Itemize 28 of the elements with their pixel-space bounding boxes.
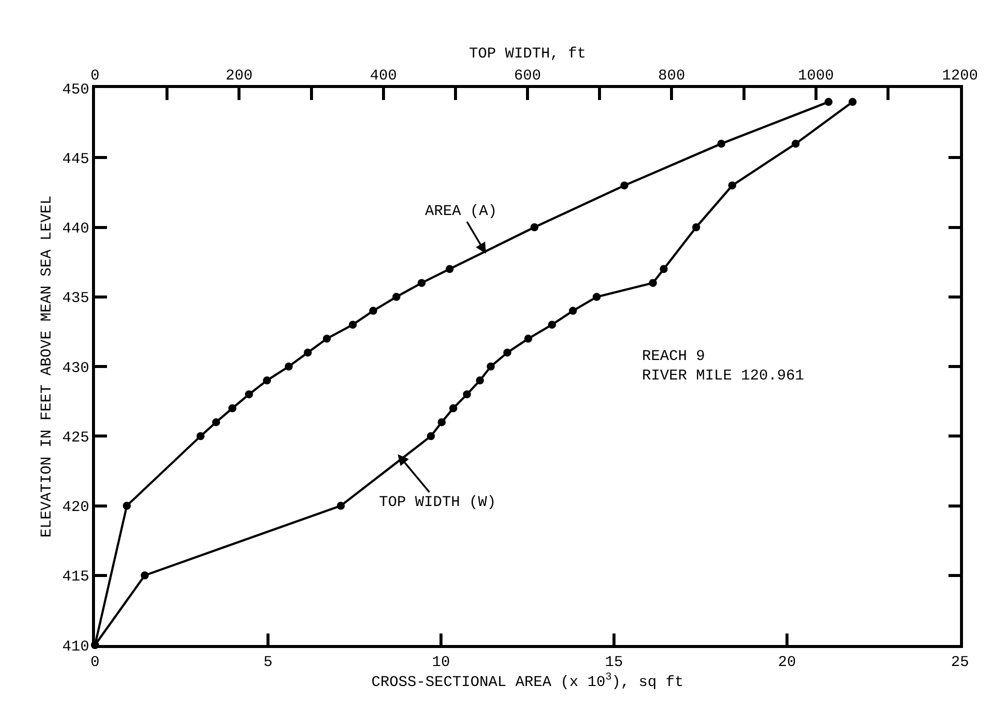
- x-tick-label: 20: [778, 654, 796, 671]
- x-tick-label: 5: [263, 654, 273, 671]
- annotation: REACH 9 RIVER MILE 120.961: [642, 348, 804, 384]
- x-tick-label: 0: [90, 654, 100, 671]
- y-tick-label: 445: [62, 150, 90, 168]
- x2-tick-label: 800: [658, 67, 686, 84]
- x2-tick-label: 400: [370, 67, 397, 84]
- x2-tick-label: 1000: [798, 67, 834, 84]
- annotation: AREA (A): [425, 203, 498, 220]
- y-tick-label: 410: [62, 638, 90, 656]
- x-tick-label: 25: [950, 654, 970, 671]
- x2-tick-label: 0: [90, 67, 100, 84]
- x2-tick-label: 200: [226, 67, 253, 84]
- y-tick-label: 435: [62, 290, 90, 308]
- annotation: TOP WIDTH (W): [379, 494, 496, 511]
- y-tick-label: 420: [62, 499, 90, 516]
- x-tick-label: 15: [604, 654, 624, 671]
- x2-tick-label: 600: [514, 67, 542, 84]
- y-tick-label: 425: [62, 429, 90, 446]
- x-axis-title: CROSS-SECTIONAL AREA (x 10$^{3}$), sq ft: [371, 671, 684, 691]
- x2-tick-label: 1200: [942, 67, 978, 84]
- y-tick-label: 415: [62, 568, 90, 586]
- y-tick-label: 450: [62, 81, 90, 98]
- x-tick-label: 10: [432, 654, 450, 671]
- x2-axis-title: TOP WIDTH, ft: [468, 46, 586, 62]
- y-tick-label: 430: [62, 360, 90, 377]
- y-axis-title: ELEVATION IN FEET ABOVE MEAN SEA LEVEL: [38, 195, 56, 538]
- y-tick-label: 440: [62, 220, 90, 238]
